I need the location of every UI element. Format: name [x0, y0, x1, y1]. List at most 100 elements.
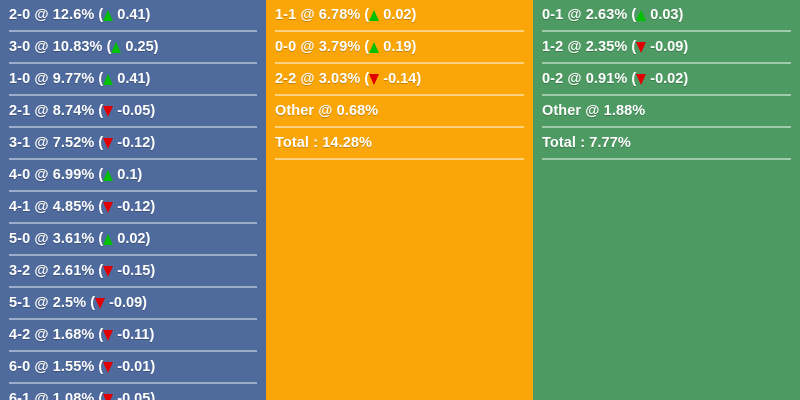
score-row[interactable]: 1-0 @ 9.77% (0.41)	[9, 64, 257, 96]
trend-down-icon	[103, 359, 116, 375]
score-row[interactable]: 1-1 @ 6.78% (0.02)	[275, 0, 524, 32]
at-symbol: @	[30, 39, 53, 55]
score-row[interactable]: 3-1 @ 7.52% (-0.12)	[9, 128, 257, 160]
score-label: 3-2	[9, 263, 31, 279]
score-label: 3-0	[9, 39, 31, 55]
arrow-down-glyph	[103, 137, 114, 149]
paren-open: (	[94, 359, 104, 375]
paren-open: (	[360, 7, 370, 23]
trend-down-icon	[103, 263, 116, 279]
delta-value: 0.1	[117, 167, 138, 183]
score-row[interactable]: 3-0 @ 10.83% (0.25)	[9, 32, 257, 64]
score-row[interactable]: Total : 7.77%	[542, 128, 791, 160]
score-row[interactable]: Other @ 0.68%	[275, 96, 524, 128]
score-label: Total :	[542, 135, 586, 151]
probability-value: 7.52%	[52, 135, 95, 151]
score-label: Other	[275, 103, 315, 119]
arrow-down-glyph	[103, 201, 114, 213]
score-row[interactable]: 2-0 @ 12.6% (0.41)	[9, 0, 257, 32]
trend-up-icon	[369, 39, 382, 55]
at-symbol: @	[30, 199, 53, 215]
probability-value: 2.5%	[52, 295, 87, 311]
score-row[interactable]: 0-2 @ 0.91% (-0.02)	[542, 64, 791, 96]
score-row[interactable]: Total : 14.28%	[275, 128, 524, 160]
delta-value: -0.12	[117, 135, 151, 151]
at-symbol: @	[296, 39, 319, 55]
at-symbol: @	[296, 71, 319, 87]
score-row[interactable]: 4-0 @ 6.99% (0.1)	[9, 160, 257, 192]
arrow-down-glyph	[103, 361, 114, 373]
trend-down-icon	[636, 71, 649, 87]
arrow-down-glyph	[103, 265, 114, 277]
at-symbol: @	[30, 359, 53, 375]
probability-value: 8.74%	[52, 103, 95, 119]
delta-value: 0.03	[650, 7, 679, 23]
paren-close: )	[150, 359, 156, 375]
score-row[interactable]: 3-2 @ 2.61% (-0.15)	[9, 256, 257, 288]
score-label: 4-2	[9, 327, 31, 343]
paren-close: )	[683, 39, 689, 55]
trend-down-icon	[103, 135, 116, 151]
trend-down-icon	[95, 295, 108, 311]
paren-open: (	[627, 39, 637, 55]
paren-close: )	[142, 295, 147, 311]
delta-value: 0.02	[383, 7, 412, 23]
at-symbol: @	[30, 231, 53, 247]
paren-close: )	[411, 7, 417, 23]
at-symbol: @	[30, 135, 53, 151]
at-symbol: @	[563, 71, 586, 87]
score-label: 1-1	[275, 7, 297, 23]
score-row[interactable]: 6-0 @ 1.55% (-0.01)	[9, 352, 257, 384]
score-label: 6-0	[9, 359, 31, 375]
score-label: 0-0	[275, 39, 297, 55]
delta-value: 0.25	[125, 39, 154, 55]
score-row[interactable]: 5-1 @ 2.5% (-0.09)	[9, 288, 257, 320]
score-row[interactable]: 0-1 @ 2.63% (0.03)	[542, 0, 791, 32]
delta-value: -0.09	[650, 39, 684, 55]
delta-value: -0.12	[117, 199, 151, 215]
paren-open: (	[94, 135, 104, 151]
trend-down-icon	[369, 71, 382, 87]
probability-value: 0.91%	[585, 71, 628, 87]
arrow-down-glyph	[95, 297, 106, 309]
at-symbol: @	[314, 103, 337, 119]
arrow-up-glyph	[369, 41, 380, 53]
score-row[interactable]: 6-1 @ 1.08% (-0.05)	[9, 384, 257, 400]
at-symbol: @	[30, 7, 53, 23]
panel-away-win-scores: 0-1 @ 2.63% (0.03) 1-2 @ 2.35% (-0.09) 0-2…	[533, 0, 800, 400]
delta-value: -0.01	[117, 359, 151, 375]
paren-close: )	[137, 167, 143, 183]
score-row[interactable]: 4-2 @ 1.68% (-0.11)	[9, 320, 257, 352]
score-row[interactable]: Other @ 1.88%	[542, 96, 791, 128]
score-row[interactable]: 1-2 @ 2.35% (-0.09)	[542, 32, 791, 64]
paren-open: (	[360, 39, 370, 55]
probability-value: 3.79%	[318, 39, 361, 55]
paren-open: (	[360, 71, 370, 87]
paren-close: )	[145, 231, 151, 247]
probability-value: 14.28%	[322, 135, 373, 151]
arrow-down-glyph	[103, 105, 114, 117]
delta-value: 0.41	[117, 71, 146, 87]
score-row[interactable]: 5-0 @ 3.61% (0.02)	[9, 224, 257, 256]
at-symbol: @	[563, 39, 586, 55]
trend-down-icon	[636, 39, 649, 55]
delta-value: -0.05	[117, 103, 151, 119]
arrow-up-glyph	[103, 233, 114, 245]
at-symbol: @	[296, 7, 319, 23]
trend-up-icon	[103, 7, 116, 23]
delta-value: -0.11	[117, 327, 150, 343]
probability-value: 7.77%	[589, 135, 631, 151]
delta-value: -0.15	[117, 263, 151, 279]
score-label: 6-1	[9, 391, 31, 400]
probability-value: 10.83%	[52, 39, 103, 55]
trend-up-icon	[103, 231, 116, 247]
score-row[interactable]: 4-1 @ 4.85% (-0.12)	[9, 192, 257, 224]
score-label: 0-2	[542, 71, 564, 87]
score-row[interactable]: 2-2 @ 3.03% (-0.14)	[275, 64, 524, 96]
arrow-down-glyph	[369, 73, 380, 85]
score-row[interactable]: 2-1 @ 8.74% (-0.05)	[9, 96, 257, 128]
score-row[interactable]: 0-0 @ 3.79% (0.19)	[275, 32, 524, 64]
paren-open: (	[94, 231, 104, 247]
paren-close: )	[145, 7, 151, 23]
score-label: 5-1	[9, 295, 31, 311]
